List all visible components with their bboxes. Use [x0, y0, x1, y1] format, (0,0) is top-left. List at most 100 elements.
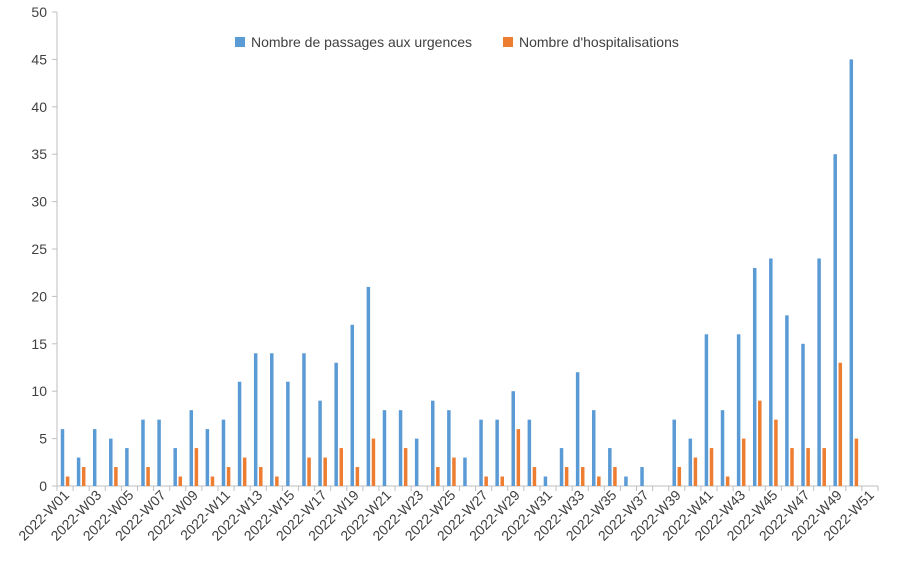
legend-label-series-1: Nombre d'hospitalisations	[519, 34, 679, 50]
bar-series-0	[173, 448, 177, 486]
bar-series-1	[194, 448, 199, 486]
bar-series-1	[146, 467, 150, 486]
y-tick-label: 15	[31, 336, 47, 352]
bar-series-1	[564, 467, 569, 486]
bar-series-0	[591, 410, 596, 486]
bar-series-1	[81, 467, 86, 486]
bar-series-0	[366, 286, 371, 486]
bar-series-0	[253, 353, 258, 486]
bar-series-1	[725, 476, 730, 486]
bar-series-1	[484, 476, 488, 486]
y-tick-label: 45	[31, 51, 47, 67]
bar-series-0	[157, 419, 161, 486]
bar-series-0	[141, 419, 145, 486]
y-tick-label: 50	[31, 4, 47, 20]
bar-series-1	[709, 448, 714, 486]
bar-series-1	[452, 457, 456, 486]
bar-series-1	[597, 476, 601, 486]
bar-series-1	[307, 457, 311, 486]
y-axis: 0 5 10 15 20 25 30 35 40 45 50	[31, 4, 58, 494]
bar-series-0	[511, 391, 515, 486]
bar-series-1	[677, 467, 682, 486]
y-tick-label: 30	[31, 194, 47, 210]
y-tick-label: 35	[31, 146, 47, 162]
y-tick-label: 20	[31, 288, 47, 304]
bar-series-0	[736, 334, 741, 486]
bar-series-1	[114, 467, 118, 486]
legend-swatch-series-0	[235, 37, 245, 47]
bar-series-1	[613, 467, 617, 486]
bar-series-1	[790, 448, 794, 486]
bar-series-0	[221, 419, 226, 486]
bar-series-0	[769, 258, 773, 486]
bar-series-1	[758, 400, 762, 486]
bar-series-0	[350, 324, 355, 486]
bar-series-0	[720, 410, 725, 486]
bar-series-0	[109, 438, 113, 486]
y-tick-label: 5	[39, 431, 47, 447]
bar-series-1	[806, 448, 810, 486]
bar-series-1	[580, 467, 585, 486]
bar-series-0	[817, 258, 821, 486]
bar-series-0	[575, 372, 580, 486]
bar-series-0	[414, 438, 419, 486]
bar-series-0	[479, 419, 483, 486]
bar-series-1	[838, 362, 843, 486]
bar-series-1	[532, 467, 537, 486]
bar-series-0	[527, 419, 532, 486]
bar-series-1	[516, 429, 521, 486]
bar-series-0	[785, 315, 789, 486]
bar-series-1	[741, 438, 746, 486]
bar-series-1	[210, 476, 215, 486]
bar-series-0	[624, 476, 628, 486]
bars	[60, 59, 859, 487]
bar-series-0	[60, 429, 65, 486]
bar-series-0	[752, 267, 757, 486]
bar-series-0	[318, 400, 322, 486]
bar-series-1	[371, 438, 376, 486]
y-tick-label: 10	[31, 383, 47, 399]
bar-series-0	[704, 334, 709, 486]
bar-series-0	[849, 59, 854, 487]
bar-series-0	[833, 154, 837, 486]
y-tick-label: 25	[31, 241, 47, 257]
bar-series-1	[275, 476, 279, 486]
bar-series-0	[302, 353, 306, 486]
bar-series-1	[178, 476, 183, 486]
bar-series-0	[334, 362, 338, 486]
bar-series-1	[323, 457, 327, 486]
bar-series-0	[270, 353, 274, 486]
legend-label-series-0: Nombre de passages aux urgences	[251, 34, 472, 50]
bar-series-1	[693, 457, 698, 486]
bar-series-0	[398, 410, 403, 486]
bar-series-0	[543, 476, 548, 486]
bar-series-0	[463, 457, 467, 486]
bar-series-0	[801, 343, 805, 486]
bar-series-0	[431, 400, 435, 486]
bar-series-0	[688, 438, 693, 486]
bar-series-0	[559, 448, 564, 486]
bar-series-1	[355, 467, 360, 486]
bar-series-1	[65, 476, 70, 486]
y-tick-label: 0	[39, 478, 47, 494]
legend: Nombre de passages aux urgences Nombre d…	[235, 34, 679, 50]
bar-series-0	[125, 448, 129, 486]
bar-series-1	[774, 419, 778, 486]
bar-series-0	[640, 467, 644, 486]
bar-series-0	[92, 429, 97, 486]
bar-series-0	[608, 448, 612, 486]
bar-series-0	[76, 457, 81, 486]
bar-series-0	[447, 410, 451, 486]
x-axis: 2022-W012022-W032022-W052022-W072022-W09…	[15, 485, 879, 544]
bar-series-1	[242, 457, 247, 486]
bar-series-0	[286, 381, 290, 486]
bar-series-1	[822, 448, 826, 486]
bar-series-1	[226, 467, 231, 486]
bar-series-0	[495, 419, 499, 486]
bar-series-0	[189, 410, 194, 486]
bar-series-0	[237, 381, 242, 486]
bar-series-1	[339, 448, 344, 486]
bar-series-1	[259, 467, 263, 486]
